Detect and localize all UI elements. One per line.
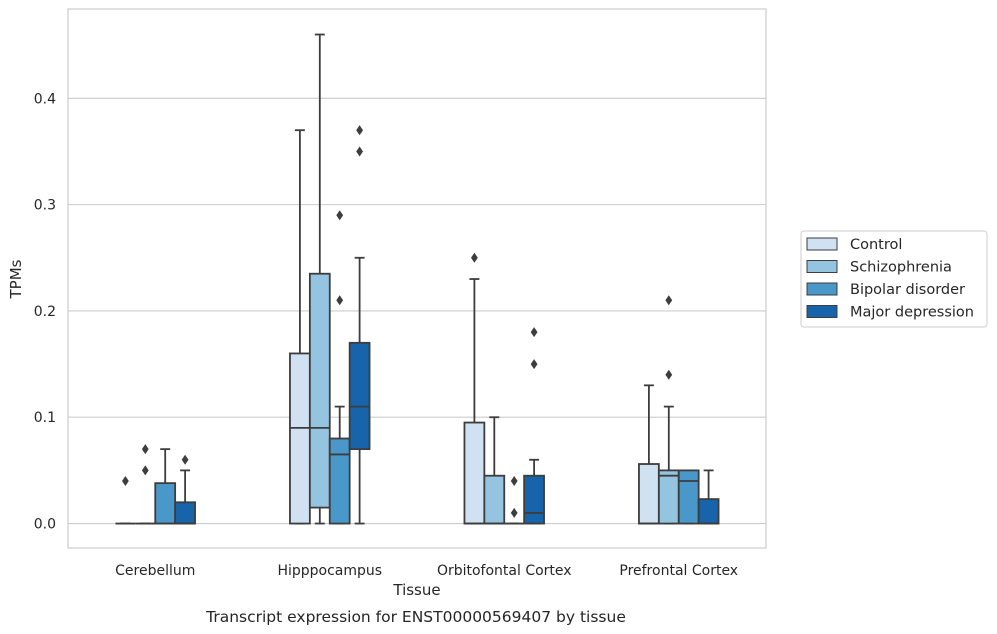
grid-lines <box>68 97 766 525</box>
outlier-point <box>530 359 538 370</box>
box-rect <box>523 474 545 525</box>
legend-label: Major depression <box>850 305 974 321</box>
y-tick-labels: 0.0 0.1 0.2 0.3 0.4 <box>34 91 56 532</box>
outlier-point <box>356 125 363 136</box>
box-group <box>289 33 371 525</box>
legend-swatch <box>806 237 838 251</box>
box-rect <box>697 498 720 525</box>
box <box>463 252 486 525</box>
y-tick-label: 0.3 <box>34 198 56 214</box>
outlier-point <box>181 454 189 465</box>
box <box>697 469 720 525</box>
legend: Control Schizophrenia Bipolar disorder Majo… <box>800 230 988 328</box>
outlier-point <box>336 295 344 306</box>
box <box>657 295 680 525</box>
box-rect <box>174 501 196 525</box>
y-tick-label: 0.1 <box>34 410 56 426</box>
outlier-point <box>122 476 129 487</box>
box <box>523 327 545 525</box>
legend-swatch <box>806 260 838 273</box>
legend-frame <box>800 230 988 328</box>
legend-label: Schizophrenia <box>850 260 952 276</box>
outlier-point <box>510 476 518 487</box>
outlier-point <box>510 507 518 518</box>
box-group <box>115 444 196 525</box>
x-tick-label: Cerebellum <box>115 563 195 579</box>
box-rect <box>638 463 660 525</box>
box-rect <box>328 437 351 525</box>
box <box>504 476 525 525</box>
legend-swatch <box>806 305 838 318</box>
box-rect <box>348 341 371 451</box>
y-tick-label: 0.4 <box>34 91 56 107</box>
box <box>289 129 311 525</box>
box-group <box>463 252 545 525</box>
box-rect <box>483 474 506 525</box>
box-rect <box>657 469 680 525</box>
box <box>677 469 700 525</box>
box <box>328 210 351 525</box>
x-tick-labels: Cerebellum Hipppocampus Orbitofontal Corte… <box>115 563 738 579</box>
legend-label: Bipolar disorder <box>850 282 965 298</box>
outlier-point <box>336 210 344 221</box>
outlier-point <box>141 444 149 455</box>
box <box>638 384 660 525</box>
chart-caption: Transcript expression for ENST0000056940… <box>205 608 626 626</box>
y-tick-label: 0.0 <box>34 517 56 533</box>
y-axis-label: TPMs <box>7 259 25 299</box>
x-tick-label: Hipppocampus <box>277 563 382 579</box>
box-rect <box>308 272 331 509</box>
outlier-point <box>665 295 673 306</box>
outlier-point <box>471 252 478 263</box>
outlier-point <box>530 327 538 338</box>
x-tick-label: Prefrontal Cortex <box>619 563 738 579</box>
plot-frame <box>67 8 767 549</box>
box <box>154 448 177 525</box>
box-rect <box>677 469 700 525</box>
box <box>308 33 331 525</box>
box <box>115 476 136 525</box>
box-rect <box>154 482 177 525</box>
box <box>483 416 506 525</box>
outlier-point <box>141 465 149 476</box>
x-tick-label: Orbitofontal Cortex <box>437 563 572 579</box>
outlier-point <box>356 146 363 157</box>
box-groups <box>115 33 720 525</box>
box <box>135 444 156 525</box>
box <box>348 125 371 525</box>
box <box>174 454 196 525</box>
x-axis-label: Tissue <box>392 581 440 599</box>
legend-swatch <box>806 282 838 296</box>
box-rect <box>289 352 311 525</box>
y-tick-label: 0.2 <box>34 304 56 320</box>
outlier-point <box>665 369 673 380</box>
legend-label: Control <box>850 237 902 253</box>
box-rect <box>463 421 486 525</box>
box-group <box>638 295 720 525</box>
